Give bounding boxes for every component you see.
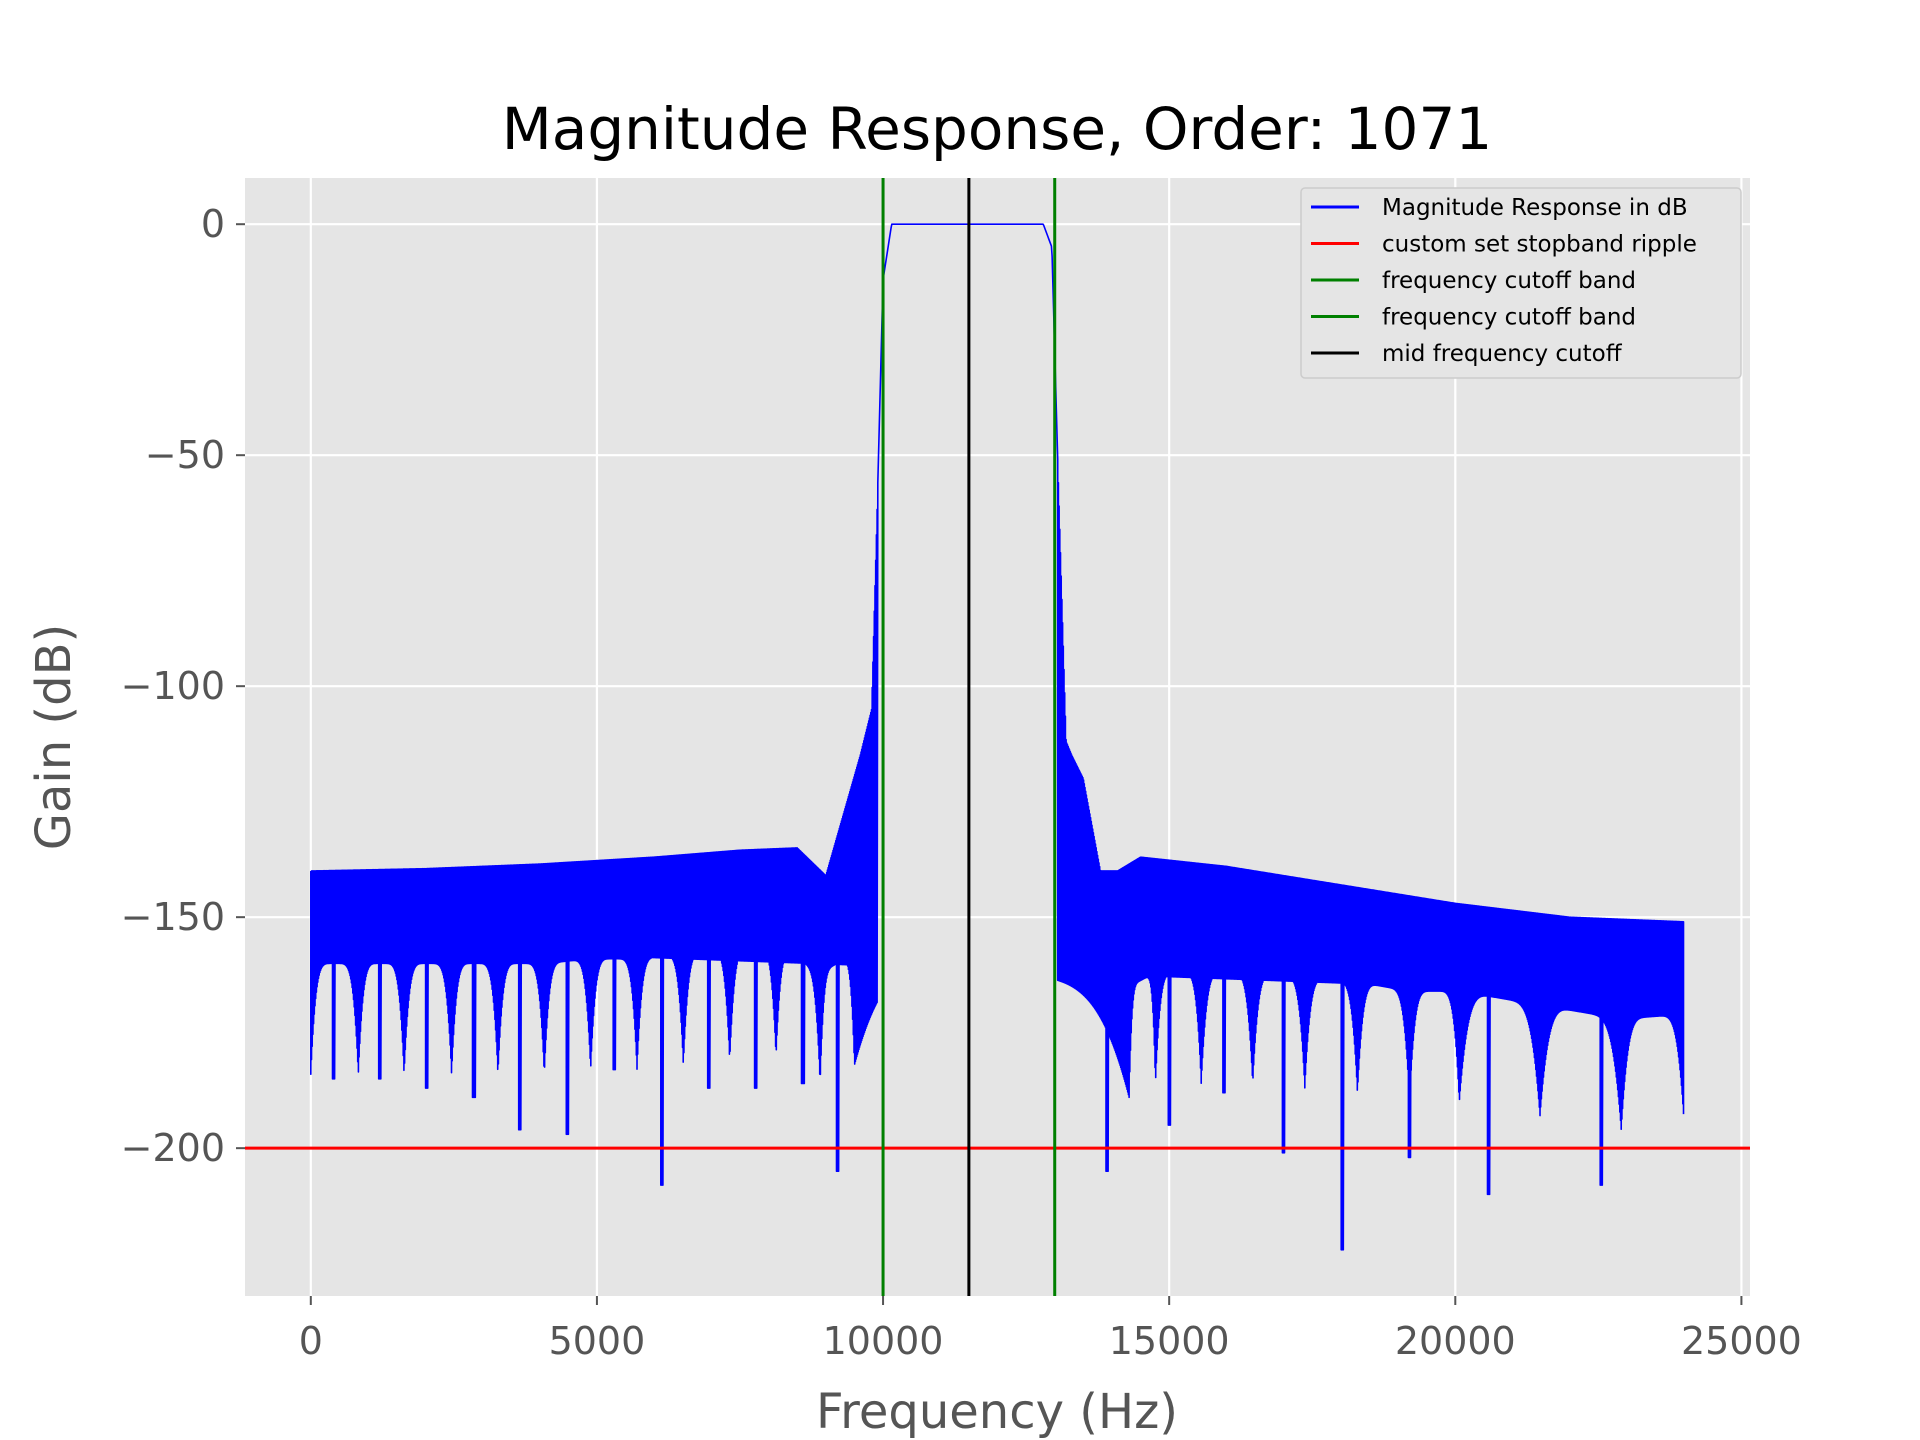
- legend: Magnitude Response in dB custom set stopb…: [1300, 187, 1742, 379]
- y-tick-label: −100: [121, 664, 225, 708]
- x-tick-label: 0: [299, 1319, 323, 1363]
- x-tick-label: 20000: [1395, 1319, 1516, 1363]
- x-axis-label: Frequency (Hz): [816, 1384, 1178, 1440]
- y-tick-label: 0: [201, 202, 225, 246]
- legend-label: Magnitude Response in dB: [1382, 195, 1688, 221]
- y-axis-label: Gain (dB): [26, 624, 82, 850]
- y-tick-label: −150: [121, 895, 225, 939]
- legend-box: [1300, 187, 1742, 379]
- y-tick-label: −50: [145, 433, 225, 477]
- x-tick-label: 5000: [549, 1319, 646, 1363]
- legend-label: mid frequency cutoff: [1382, 341, 1623, 367]
- magnitude-response-trace: [310, 223, 1685, 1251]
- legend-label: frequency cutoff band: [1382, 268, 1636, 294]
- chart-title: Magnitude Response, Order: 1071: [502, 95, 1493, 163]
- x-tick-label: 10000: [823, 1319, 944, 1363]
- legend-label: custom set stopband ripple: [1382, 232, 1697, 258]
- x-tick-label: 15000: [1109, 1319, 1230, 1363]
- y-tick-label: −200: [121, 1126, 225, 1170]
- x-tick-label: 25000: [1681, 1319, 1802, 1363]
- plot-area: [245, 178, 1750, 1296]
- tick-labels: 0 5000 10000 15000 20000 25000 0 −50 −100 −150 −20…: [121, 202, 1802, 1363]
- legend-label: frequency cutoff band: [1382, 305, 1636, 331]
